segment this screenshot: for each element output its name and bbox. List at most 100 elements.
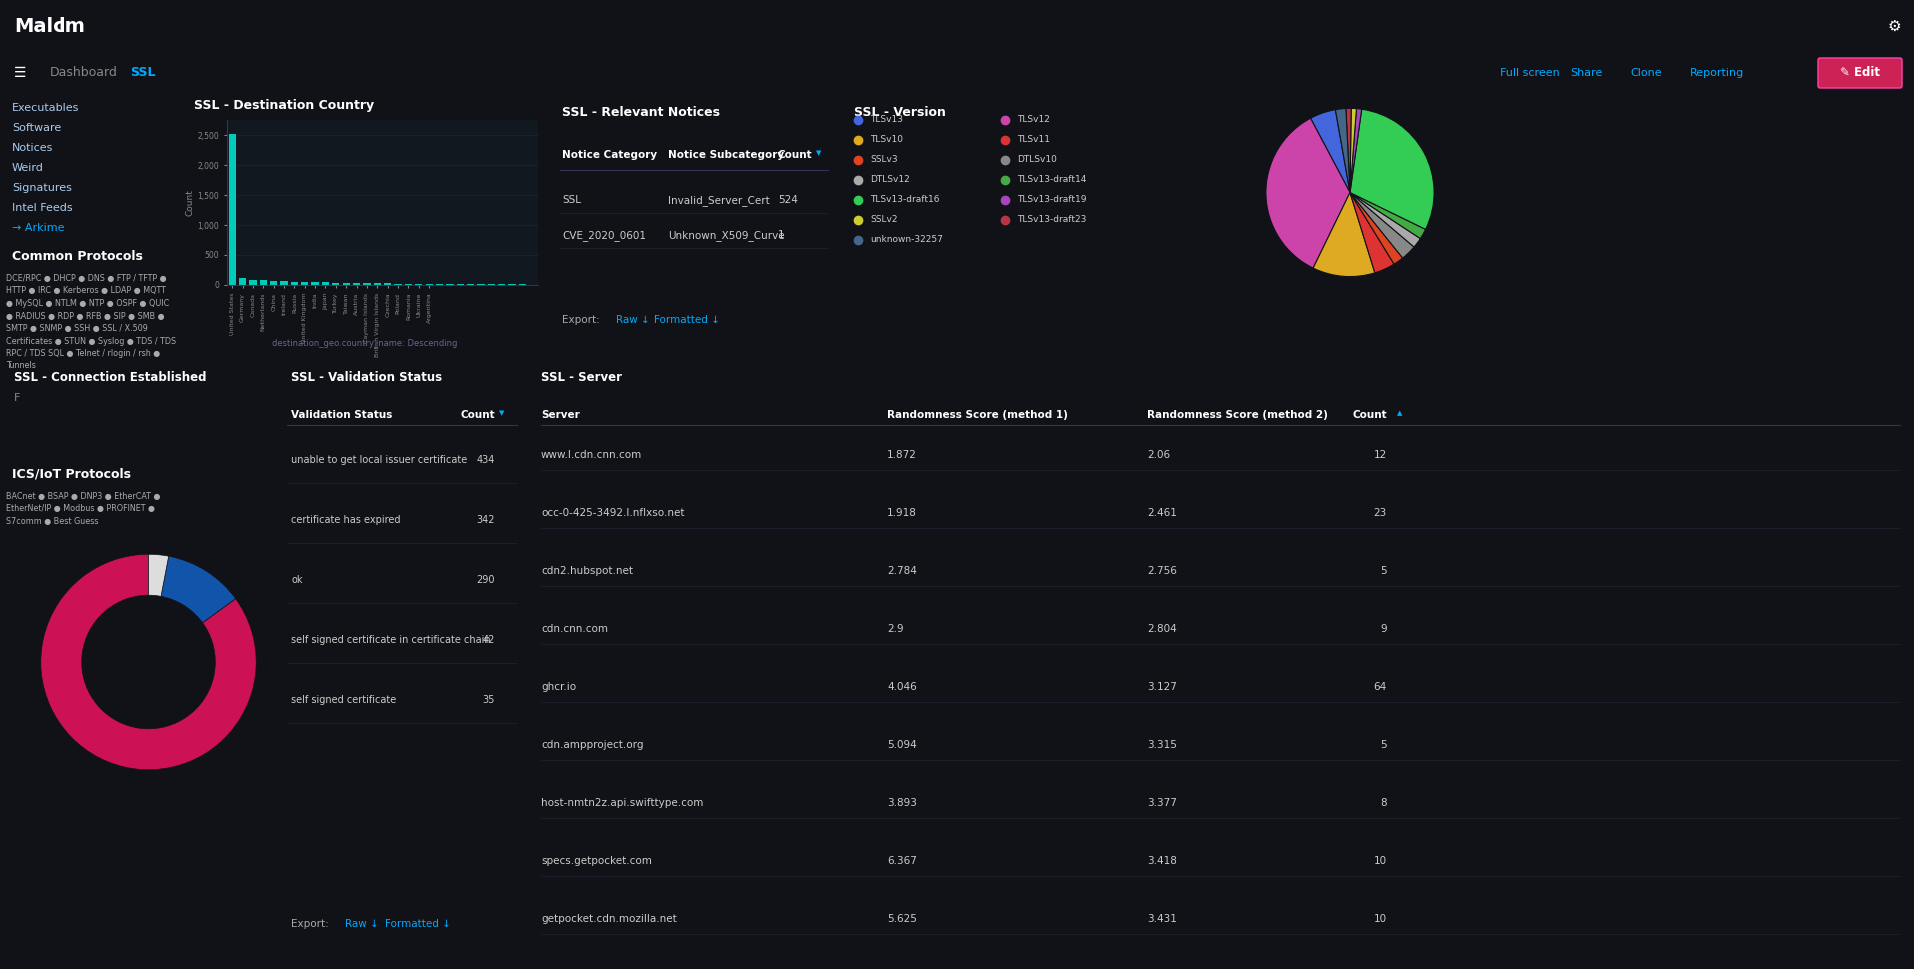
Text: specs.getpocket.com: specs.getpocket.com xyxy=(542,856,653,866)
Text: Dashboard: Dashboard xyxy=(50,67,119,79)
Wedge shape xyxy=(40,554,256,769)
Text: ✎ Edit: ✎ Edit xyxy=(1839,67,1880,79)
Text: self signed certificate in certificate chain: self signed certificate in certificate c… xyxy=(291,635,490,645)
Text: Randomness Score (method 1): Randomness Score (method 1) xyxy=(886,410,1068,420)
Text: TLSv13: TLSv13 xyxy=(871,115,903,124)
Text: SSLv2: SSLv2 xyxy=(871,215,898,225)
Text: 35: 35 xyxy=(482,695,496,705)
Text: Server: Server xyxy=(542,410,580,420)
Text: Count: Count xyxy=(1353,410,1388,420)
Text: 1: 1 xyxy=(777,230,785,240)
Bar xyxy=(373,283,381,285)
Text: BACnet ● BSAP ● DNP3 ● EtherCAT ●
EtherNet/IP ● Modbus ● PROFINET ●
S7comm ● Bes: BACnet ● BSAP ● DNP3 ● EtherCAT ● EtherN… xyxy=(6,492,161,526)
Bar xyxy=(436,284,444,285)
Wedge shape xyxy=(1349,193,1403,265)
Text: SSL: SSL xyxy=(563,195,582,205)
Text: unknown-32257: unknown-32257 xyxy=(871,235,944,244)
Bar xyxy=(279,281,287,285)
Text: SSL - Validation Status: SSL - Validation Status xyxy=(291,371,442,384)
Text: SSL - Connection Established: SSL - Connection Established xyxy=(13,371,207,384)
Text: SSL - Relevant Notices: SSL - Relevant Notices xyxy=(563,106,720,119)
Text: 3.315: 3.315 xyxy=(1146,740,1177,750)
Text: 3.377: 3.377 xyxy=(1146,798,1177,808)
Text: destination_geo.country_name: Descending: destination_geo.country_name: Descending xyxy=(272,338,457,348)
Text: 64: 64 xyxy=(1374,682,1388,692)
Text: 6.367: 6.367 xyxy=(886,856,917,866)
Text: www.l.cdn.cnn.com: www.l.cdn.cnn.com xyxy=(542,450,643,460)
Text: 2.804: 2.804 xyxy=(1146,624,1177,634)
Text: DCE/RPC ● DHCP ● DNS ● FTP / TFTP ●
HTTP ● IRC ● Kerberos ● LDAP ● MQTT
● MySQL : DCE/RPC ● DHCP ● DNS ● FTP / TFTP ● HTTP… xyxy=(6,274,176,370)
Text: 4.046: 4.046 xyxy=(886,682,917,692)
Text: ok: ok xyxy=(291,575,302,585)
Bar xyxy=(270,281,278,285)
Y-axis label: Count: Count xyxy=(186,189,195,216)
Bar xyxy=(322,283,329,285)
Text: 3.127: 3.127 xyxy=(1146,682,1177,692)
Text: ICS/IoT Protocols: ICS/IoT Protocols xyxy=(11,467,130,481)
Text: Share: Share xyxy=(1569,68,1602,78)
Text: Unknown_X509_Curve: Unknown_X509_Curve xyxy=(668,230,785,241)
Text: SSL - Version: SSL - Version xyxy=(854,106,946,119)
Bar xyxy=(249,280,256,285)
Text: 1.918: 1.918 xyxy=(886,508,917,518)
Text: TLSv11: TLSv11 xyxy=(1016,136,1051,144)
Text: cdn.cnn.com: cdn.cnn.com xyxy=(542,624,609,634)
Text: ▼: ▼ xyxy=(500,410,505,416)
Wedge shape xyxy=(1346,109,1351,193)
Bar xyxy=(425,284,433,285)
Text: Clone: Clone xyxy=(1631,68,1661,78)
Text: 2.461: 2.461 xyxy=(1146,508,1177,518)
Text: Formatted ↓: Formatted ↓ xyxy=(385,919,452,929)
Text: 42: 42 xyxy=(482,635,496,645)
Text: Common Protocols: Common Protocols xyxy=(11,249,144,263)
Text: Export:: Export: xyxy=(563,315,599,325)
Text: 434: 434 xyxy=(477,455,496,465)
Text: DTLSv12: DTLSv12 xyxy=(871,175,909,184)
Text: 3.431: 3.431 xyxy=(1146,914,1177,924)
Text: Malc: Malc xyxy=(13,16,65,36)
Bar xyxy=(312,282,320,285)
Bar xyxy=(260,280,266,285)
Text: ⚙: ⚙ xyxy=(1887,18,1901,34)
Text: CVE_2020_0601: CVE_2020_0601 xyxy=(563,230,647,241)
Text: Raw ↓: Raw ↓ xyxy=(345,919,379,929)
Text: Software: Software xyxy=(11,123,61,133)
Text: ▼: ▼ xyxy=(815,150,821,156)
Text: cdn2.hubspot.net: cdn2.hubspot.net xyxy=(542,566,634,576)
Text: lm: lm xyxy=(57,16,84,36)
Text: 2.06: 2.06 xyxy=(1146,450,1169,460)
Text: F: F xyxy=(13,393,21,403)
Wedge shape xyxy=(1349,109,1361,193)
Text: cdn.ampproject.org: cdn.ampproject.org xyxy=(542,740,643,750)
Wedge shape xyxy=(161,556,235,623)
Bar xyxy=(352,283,360,285)
Text: TLSv13-draft16: TLSv13-draft16 xyxy=(871,196,940,204)
Text: → Arkime: → Arkime xyxy=(11,223,65,233)
Text: 2.784: 2.784 xyxy=(886,566,917,576)
Text: 5.094: 5.094 xyxy=(886,740,917,750)
Wedge shape xyxy=(1336,109,1349,193)
Bar xyxy=(333,283,339,285)
Text: 1.872: 1.872 xyxy=(886,450,917,460)
Text: ghcr.io: ghcr.io xyxy=(542,682,576,692)
Text: 3.893: 3.893 xyxy=(886,798,917,808)
Text: Count: Count xyxy=(461,410,496,420)
Text: 12: 12 xyxy=(1374,450,1388,460)
Wedge shape xyxy=(1265,118,1349,268)
Text: 5: 5 xyxy=(1380,566,1388,576)
Text: Invalid_Server_Cert: Invalid_Server_Cert xyxy=(668,195,769,205)
Text: Count: Count xyxy=(777,150,813,160)
Text: Notices: Notices xyxy=(11,143,54,153)
Wedge shape xyxy=(1313,193,1374,276)
Text: Validation Status: Validation Status xyxy=(291,410,392,420)
Bar xyxy=(343,283,350,285)
Wedge shape xyxy=(149,554,168,596)
Bar xyxy=(415,284,423,285)
Wedge shape xyxy=(1349,109,1434,230)
Bar xyxy=(239,278,247,285)
Text: 10: 10 xyxy=(1374,856,1388,866)
Text: ▲: ▲ xyxy=(1397,410,1403,416)
Text: Formatted ↓: Formatted ↓ xyxy=(655,315,720,325)
Text: 8: 8 xyxy=(1380,798,1388,808)
Text: Notice Subcategory: Notice Subcategory xyxy=(668,150,785,160)
